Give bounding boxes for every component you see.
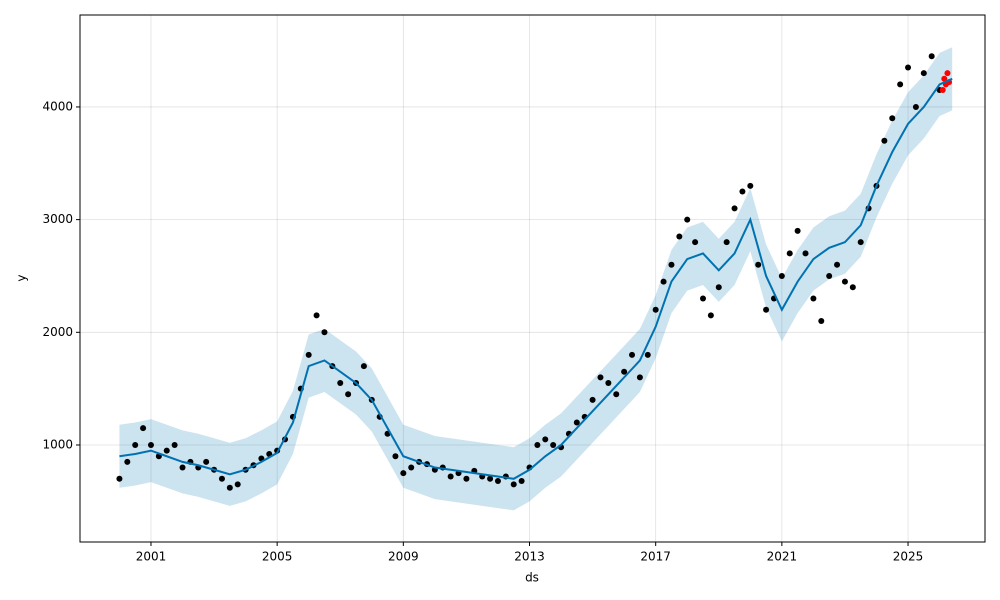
data-point (755, 261, 762, 268)
x-tick-label: 2021 (767, 550, 798, 564)
x-tick-label: 2017 (640, 550, 671, 564)
x-tick-label: 2001 (136, 550, 167, 564)
data-point (621, 368, 628, 375)
data-point (408, 464, 415, 471)
data-point (739, 188, 746, 195)
data-point (360, 363, 367, 370)
data-point (889, 115, 896, 122)
data-point (305, 351, 312, 358)
plot-frame (79, 14, 986, 543)
data-point (573, 419, 580, 426)
y-tick-label: 4000 (42, 99, 73, 113)
data-point (400, 470, 407, 477)
x-tick-label: 2009 (388, 550, 419, 564)
data-point (723, 239, 730, 246)
uncertainty-band (119, 47, 953, 511)
data-point (810, 295, 817, 302)
data-point (534, 441, 541, 448)
data-point (778, 272, 785, 279)
data-point (841, 278, 848, 285)
data-point (747, 182, 754, 189)
data-point (163, 447, 170, 454)
y-axis-label: y (15, 274, 29, 281)
data-point (818, 318, 825, 325)
data-point (542, 436, 549, 443)
data-point (920, 70, 927, 77)
data-point (147, 441, 154, 448)
data-point (636, 374, 643, 381)
data-point (699, 295, 706, 302)
data-point (629, 351, 636, 358)
data-point (321, 329, 328, 336)
data-point (597, 374, 604, 381)
data-point (605, 380, 612, 387)
data-point (944, 70, 951, 77)
data-point (494, 478, 501, 485)
data-point (794, 227, 801, 234)
x-axis-label: ds (525, 571, 539, 585)
data-point (345, 391, 352, 398)
data-point (589, 396, 596, 403)
data-point (660, 278, 667, 285)
data-point (613, 391, 620, 398)
x-tick-label: 2025 (893, 550, 924, 564)
data-point (116, 475, 123, 482)
data-point (905, 64, 912, 71)
data-point (652, 306, 659, 313)
data-point (715, 284, 722, 291)
data-point (802, 250, 809, 257)
y-tick-label: 2000 (42, 325, 73, 339)
data-point (392, 453, 399, 460)
data-point (218, 475, 225, 482)
data-point (337, 380, 344, 387)
data-point (668, 261, 675, 268)
data-point (834, 261, 841, 268)
data-point (857, 239, 864, 246)
data-point (510, 481, 517, 488)
data-point (692, 239, 699, 246)
data-point (124, 458, 131, 465)
data-point (684, 216, 691, 223)
data-point (234, 481, 241, 488)
data-point (939, 87, 946, 94)
data-point (928, 53, 935, 60)
data-point (226, 484, 233, 491)
data-point (826, 272, 833, 279)
data-point (707, 312, 714, 319)
forecast-line (119, 77, 953, 480)
data-point (763, 306, 770, 313)
data-point (941, 75, 948, 82)
data-point (676, 233, 683, 240)
data-point (849, 284, 856, 291)
x-tick-label: 2005 (262, 550, 293, 564)
data-point (897, 81, 904, 88)
data-point (644, 351, 651, 358)
data-point (881, 137, 888, 144)
data-point (179, 464, 186, 471)
y-tick-label: 3000 (42, 212, 73, 226)
data-point (463, 475, 470, 482)
data-point (487, 475, 494, 482)
data-point (786, 250, 793, 257)
x-tick-label: 2013 (514, 550, 545, 564)
data-point (132, 441, 139, 448)
data-point (550, 441, 557, 448)
data-point (912, 103, 919, 110)
data-point (140, 425, 147, 432)
data-point (203, 458, 210, 465)
data-point (171, 441, 178, 448)
data-point (313, 312, 320, 319)
data-point (518, 478, 525, 485)
data-point (447, 473, 454, 480)
data-point (731, 205, 738, 212)
y-tick-label: 1000 (42, 437, 73, 451)
